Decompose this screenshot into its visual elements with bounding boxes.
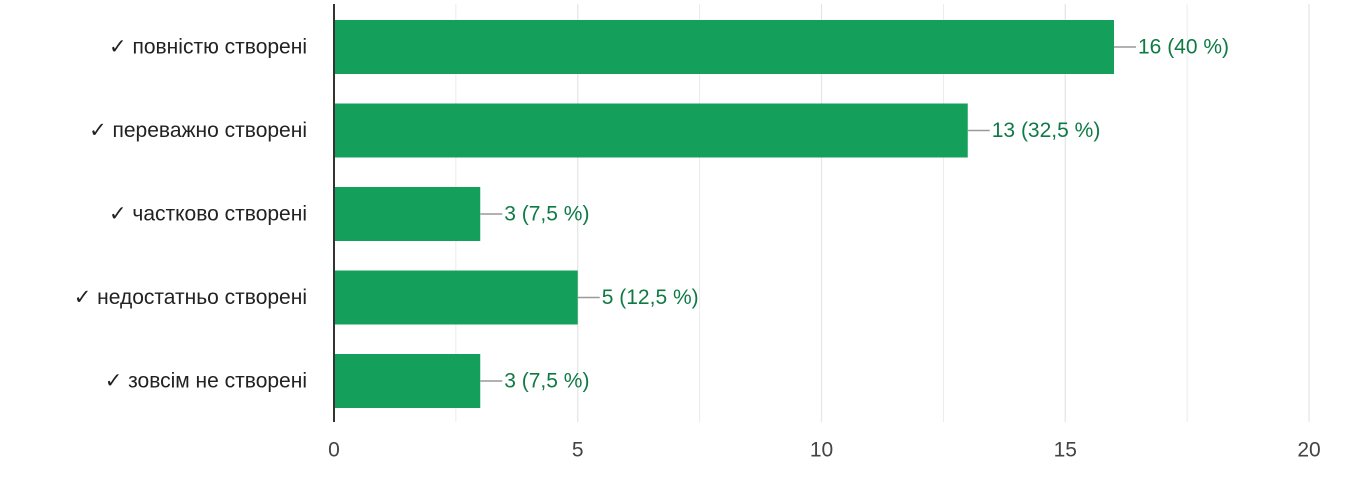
x-tick-label-3: 15 — [1054, 439, 1077, 462]
data-label-2: 3 (7,5 %) — [504, 203, 589, 226]
category-label-1: ✓ переважно створені — [89, 119, 307, 142]
bar-3 — [334, 270, 578, 325]
x-tick-label-1: 5 — [572, 439, 584, 462]
x-tick-label-4: 20 — [1297, 439, 1320, 462]
category-label-4: ✓ зовсім не створені — [105, 370, 307, 393]
data-label-3: 5 (12,5 %) — [602, 286, 699, 309]
label-layer: 16 (40 %) ✓ повністю створені 13 (32,5 %) ✓… — [74, 36, 1229, 393]
x-tick-label-2: 10 — [810, 439, 833, 462]
data-label-1: 13 (32,5 %) — [992, 119, 1101, 142]
category-label-3: ✓ недостатньо створені — [74, 286, 307, 309]
data-label-4: 3 (7,5 %) — [504, 370, 589, 393]
bar-layer — [334, 20, 1114, 408]
bar-0 — [334, 20, 1114, 74]
x-tick-label-0: 0 — [328, 439, 340, 462]
category-label-2: ✓ частково створені — [109, 203, 307, 226]
category-label-0: ✓ повністю створені — [109, 36, 307, 59]
bar-4 — [334, 354, 481, 408]
axis-layer: 0 5 10 15 20 — [328, 4, 1321, 462]
bar-1 — [334, 103, 968, 158]
data-label-0: 16 (40 %) — [1138, 36, 1229, 59]
bar-2 — [334, 187, 481, 241]
